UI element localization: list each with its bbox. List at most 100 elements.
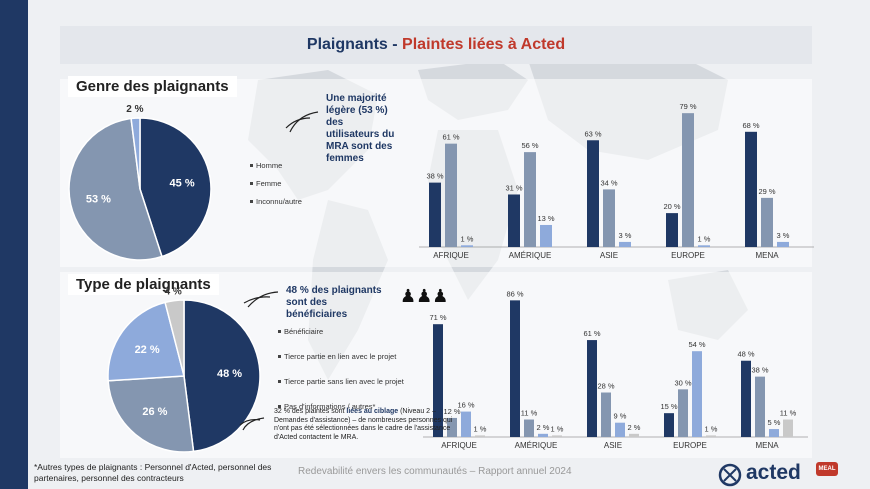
bar-3-2	[692, 351, 702, 437]
bar-label-2-1: 28 %	[597, 382, 614, 391]
bar-2-3	[629, 433, 639, 437]
bar-3-0	[666, 213, 678, 247]
bar-4-2	[777, 241, 789, 247]
bar-label-0-1: 12 %	[443, 407, 460, 416]
bar-0-0	[429, 182, 441, 247]
bar-0-0	[433, 324, 443, 437]
slide: Plaignants - Plaintes liées à Acted Genr…	[28, 0, 870, 489]
bar-label-1-0: 86 %	[506, 289, 523, 298]
people-icon: ♟♟♟	[400, 286, 449, 306]
bar-1-1	[524, 152, 536, 247]
bar-2-0	[587, 340, 597, 437]
bar-3-2	[698, 245, 710, 247]
pie-label-2: 22 %	[135, 344, 160, 356]
bar-1-0	[510, 300, 520, 437]
bar-3-0	[664, 413, 674, 437]
legend-item-tierce-sans-lien: Tierce partie sans lien avec le projet	[278, 369, 404, 394]
arrow-icon-5	[242, 417, 265, 431]
arrow-icon-3	[247, 291, 279, 308]
type-pie-chart: 48 % 26 % 22 % 4 %	[107, 287, 261, 453]
bar-0-2	[461, 245, 473, 247]
bar-category-4: MENA	[755, 251, 779, 260]
bar-label-1-0: 31 %	[505, 183, 522, 192]
pie-label-0: 48 %	[217, 368, 242, 380]
bar-2-2	[615, 422, 625, 437]
bar-3-1	[678, 389, 688, 437]
bar-1-3	[552, 435, 562, 437]
bar-2-2	[619, 241, 631, 247]
pie-slice-2	[130, 117, 141, 190]
type-legend: Bénéficiaire Tierce partie en lien avec …	[278, 319, 404, 419]
bar-label-0-3: 1 %	[474, 424, 487, 433]
legend-item-femme: Femme	[250, 174, 302, 192]
bar-label-3-2: 54 %	[688, 340, 705, 349]
pie-label-3: 4 %	[165, 287, 182, 298]
bar-3-1	[682, 113, 694, 247]
bar-4-2	[769, 429, 779, 437]
genre-callout: Une majorité légère (53 %) des utilisate…	[326, 93, 395, 164]
pie-label-1: 26 %	[142, 406, 167, 418]
bar-category-1: AMÉRIQUE	[509, 251, 552, 260]
bar-category-2: ASIE	[604, 441, 622, 450]
type-callout: 48 % des plaignants sont des bénéficiair…	[286, 285, 382, 320]
bar-label-2-0: 61 %	[583, 329, 600, 338]
bar-2-1	[601, 392, 611, 437]
bar-label-0-0: 71 %	[429, 313, 446, 322]
arrow-icon-2	[285, 117, 311, 129]
bar-4-0	[745, 131, 757, 247]
bar-3-3	[706, 435, 716, 437]
brand-name: acted	[746, 461, 801, 484]
pie-label-2: 2 %	[126, 104, 143, 115]
page-title: Plaignants - Plaintes liées à Acted	[60, 26, 812, 64]
bar-label-1-1: 56 %	[521, 141, 538, 150]
bar-label-3-1: 30 %	[674, 378, 691, 387]
bar-label-4-0: 48 %	[737, 350, 754, 359]
bar-label-2-1: 34 %	[600, 178, 617, 187]
legend-item-homme: Homme	[250, 156, 302, 174]
bar-label-2-2: 9 %	[614, 412, 627, 421]
genre-legend: Homme Femme Inconnu/autre	[250, 156, 302, 210]
pie-slice-1	[107, 375, 195, 453]
bar-label-2-2: 3 %	[619, 231, 632, 240]
bar-4-0	[741, 360, 751, 437]
bar-label-1-2: 13 %	[537, 214, 554, 223]
bar-1-2	[540, 224, 552, 247]
bar-label-4-2: 5 %	[768, 418, 781, 427]
genre-pie-chart: 45 % 53 % 2 %	[68, 104, 212, 261]
meal-badge: MEAL	[816, 462, 838, 476]
bar-label-4-1: 29 %	[758, 187, 775, 196]
pie-label-1: 53 %	[86, 193, 111, 205]
bar-label-3-0: 20 %	[663, 202, 680, 211]
title-band	[60, 26, 812, 64]
left-accent-bar	[0, 0, 28, 489]
bar-label-3-2: 1 %	[698, 234, 711, 243]
genre-section-title: Genre des plaignants	[68, 76, 237, 97]
arrow-icon	[289, 111, 319, 133]
bar-label-1-2: 2 %	[537, 423, 550, 432]
pie-label-0: 45 %	[170, 177, 195, 189]
acted-logo-icon	[718, 463, 742, 487]
pie-slice-2	[107, 301, 185, 382]
legend-item-inconnu: Inconnu/autre	[250, 192, 302, 210]
pie-slice-1	[68, 117, 163, 261]
bar-4-1	[761, 197, 773, 247]
bar-label-2-0: 63 %	[584, 129, 601, 138]
bar-label-4-3: 11 %	[780, 409, 797, 418]
bar-category-4: MENA	[755, 441, 779, 450]
title-part-2: Plaintes liées à Acted	[402, 36, 566, 53]
genre-bar-chart: 38 % 61 % 1 % AFRIQUE 31 % 56 % 13 % AMÉRIQUE 63…	[419, 102, 814, 260]
legend-item-beneficiaire: Bénéficiaire	[278, 319, 404, 344]
bar-label-3-3: 1 %	[705, 424, 718, 433]
bar-0-3	[475, 435, 485, 437]
type-section-title: Type de plaignants	[68, 274, 219, 295]
bar-label-3-0: 15 %	[660, 402, 677, 411]
legend-item-autres: Pas d'informations / autres*	[278, 394, 404, 419]
bar-label-0-2: 16 %	[457, 401, 474, 410]
bar-4-1	[755, 376, 765, 437]
footnote: *Autres types de plaignants : Personnel …	[34, 462, 272, 483]
arrow-icon-6	[239, 418, 261, 426]
pie-slice-0	[183, 299, 261, 453]
pie-slice-3	[164, 299, 185, 377]
bar-label-1-3: 1 %	[551, 424, 564, 433]
